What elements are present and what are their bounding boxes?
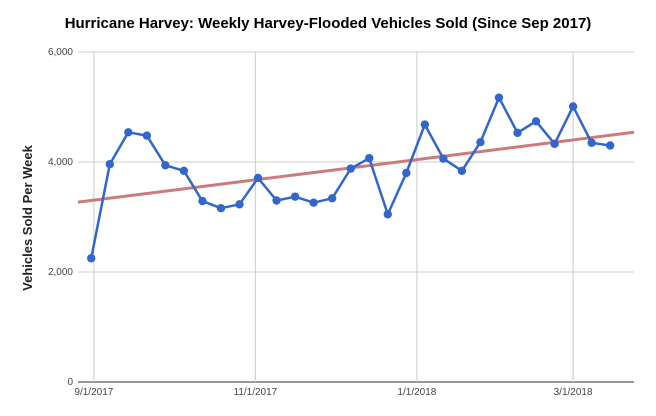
data-point xyxy=(476,138,485,147)
y-tick-label: 0 xyxy=(67,377,73,388)
data-point xyxy=(420,120,430,129)
x-tick-label: 3/1/2018 xyxy=(554,387,593,398)
data-point xyxy=(587,138,596,147)
data-point xyxy=(531,117,541,126)
data-point xyxy=(605,141,615,150)
tick-label-layer: 0 2,000 4,000 6,000 9/1/2017 11/1/2017 1/1/201… xyxy=(48,47,593,398)
grid-layer xyxy=(78,51,634,383)
data-point xyxy=(365,153,374,163)
y-tick-label: 2,000 xyxy=(48,267,73,278)
data-point xyxy=(513,128,522,138)
data-point xyxy=(290,192,300,201)
x-tick-label: 1/1/2018 xyxy=(397,387,436,398)
series-layer xyxy=(87,93,615,263)
data-point xyxy=(568,102,578,111)
data-point xyxy=(402,168,411,178)
y-tick-label: 4,000 xyxy=(48,157,73,168)
data-point xyxy=(494,93,504,102)
data-point xyxy=(87,254,96,263)
data-point xyxy=(198,196,207,206)
x-tick-label: 11/1/2017 xyxy=(234,387,278,398)
x-tick-label: 9/1/2017 xyxy=(74,387,113,398)
data-point xyxy=(550,139,559,149)
data-point xyxy=(142,131,152,140)
y-tick-label: 6,000 xyxy=(48,47,73,58)
trendline-layer xyxy=(77,130,635,204)
data-point xyxy=(439,154,448,163)
data-point xyxy=(346,164,355,173)
data-point xyxy=(383,210,392,219)
chart-title: Hurricane Harvey: Weekly Harvey-Flooded … xyxy=(65,15,592,32)
data-point xyxy=(105,160,114,169)
data-point xyxy=(327,194,337,203)
data-point xyxy=(161,161,170,170)
data-point xyxy=(179,166,189,175)
data-point xyxy=(309,198,318,207)
data-point xyxy=(272,196,281,205)
data-point xyxy=(253,173,263,183)
y-axis-label: Vehicles Sold Per Week xyxy=(20,144,35,290)
data-point xyxy=(124,128,133,137)
data-point xyxy=(216,204,226,213)
trendline xyxy=(77,130,635,204)
data-point xyxy=(235,200,244,209)
data-point xyxy=(457,166,467,175)
